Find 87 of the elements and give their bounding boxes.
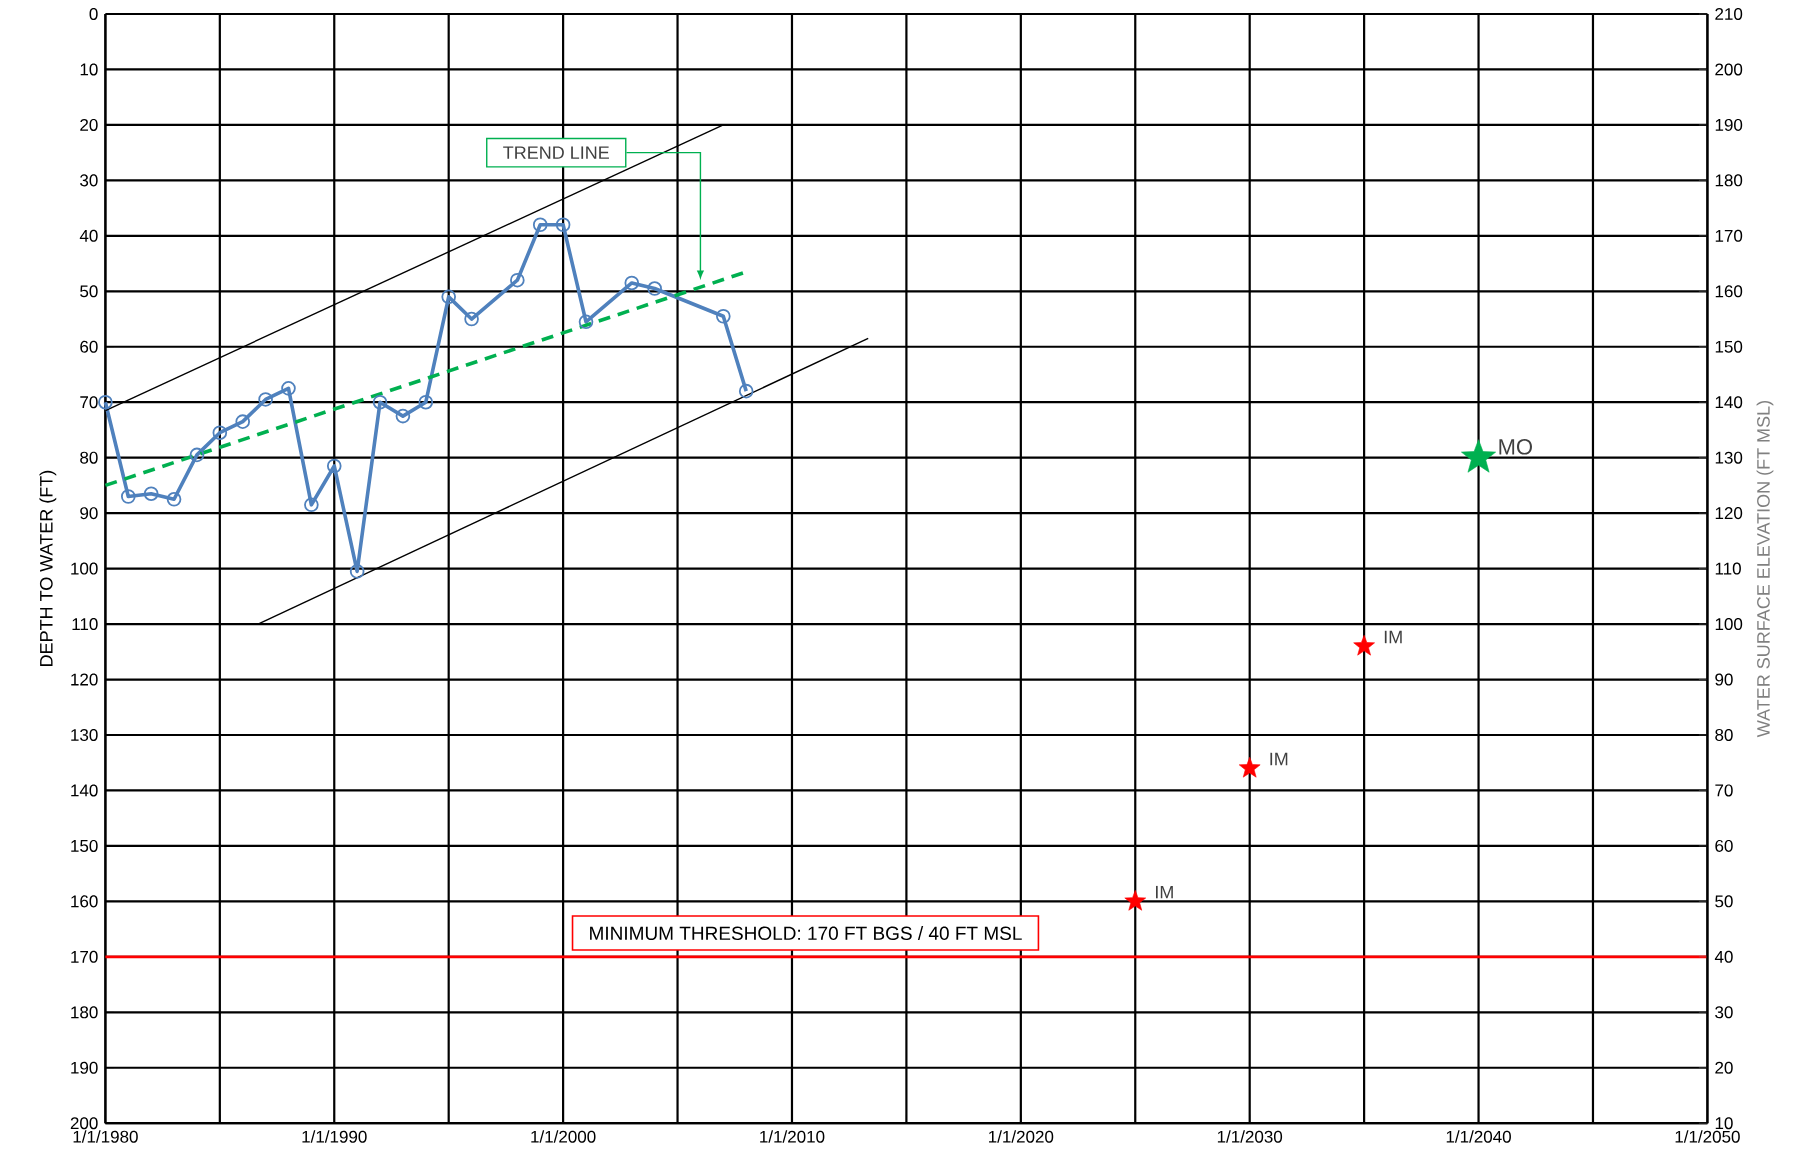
- point: [120, 489, 136, 504]
- point: [510, 272, 525, 288]
- y2-tick-label: 10: [1715, 1117, 1733, 1130]
- y2-tick-label: 50: [1715, 895, 1733, 908]
- annotation: IM: [1270, 752, 1288, 766]
- point: [212, 425, 228, 441]
- y-tick-label: 120: [71, 673, 98, 686]
- y2-tick-label: 20: [1715, 1061, 1733, 1074]
- point: [143, 486, 159, 502]
- y-tick-label: 200: [70, 1117, 98, 1130]
- y-tick-label: 80: [80, 451, 98, 464]
- point: [372, 394, 388, 410]
- y-tick-label: 50: [80, 285, 98, 298]
- y2-tick-label: 170: [1715, 229, 1743, 242]
- point: [395, 408, 411, 424]
- annotation: MO: [1499, 439, 1532, 455]
- y-tick-label: 60: [80, 340, 98, 353]
- y-tick-label: 160: [71, 895, 98, 908]
- y-tick-label: 90: [80, 507, 98, 520]
- ref-line-label: MINIMUM THRESHOLD: 170 FT BGS / 40 FT MSL: [590, 926, 1022, 941]
- point: [258, 392, 273, 407]
- annotation: TREND LINE: [503, 146, 609, 159]
- y2-tick-label: 200: [1715, 63, 1743, 76]
- point: [738, 383, 754, 399]
- y-tick-label: 30: [80, 174, 98, 187]
- point: [166, 491, 182, 507]
- y-tick-label: 20: [80, 118, 98, 131]
- y2-tick-label: 120: [1715, 507, 1743, 520]
- x-tick-label: 1/1/2010: [760, 1130, 825, 1143]
- y2-tick-label: 80: [1715, 728, 1733, 741]
- y-tick-label: 100: [71, 562, 98, 575]
- y-tick-label: 180: [71, 1006, 98, 1019]
- y-tick-label: 40: [79, 229, 98, 242]
- x-tick-label: 1/1/2020: [989, 1130, 1054, 1143]
- point: [189, 447, 205, 463]
- y-tick-label: 0: [89, 7, 98, 20]
- y2-tick-label: 130: [1715, 451, 1743, 464]
- point: [624, 275, 640, 291]
- y2-tick-label: 30: [1715, 1006, 1733, 1019]
- y2-tick-label: 110: [1715, 562, 1741, 575]
- point: [647, 281, 662, 296]
- x-tick-label: 1/1/2050: [1675, 1130, 1740, 1143]
- y2-tick-label: 60: [1715, 839, 1733, 852]
- point: [1124, 890, 1147, 911]
- point: [1353, 634, 1375, 656]
- y2-tick-label: 40: [1714, 950, 1733, 963]
- y2-tick-label: 150: [1715, 340, 1743, 353]
- point: [418, 394, 434, 410]
- y-tick-label: 10: [80, 63, 98, 76]
- y-tick-label: 70: [80, 396, 98, 409]
- point: [578, 314, 594, 330]
- point: [1238, 756, 1261, 778]
- y-tick-label: 190: [71, 1061, 98, 1074]
- point: [98, 394, 113, 410]
- y2-tick-label: 70: [1715, 784, 1733, 797]
- y2-tick-label: 190: [1715, 118, 1743, 131]
- x-tick-label: 1/1/2040: [1446, 1130, 1511, 1143]
- point: [555, 217, 571, 233]
- y2-tick-label: 140: [1715, 396, 1743, 409]
- y2-tick-label: 90: [1715, 673, 1733, 686]
- x-tick-label: 1/1/1980: [73, 1130, 138, 1143]
- point: [281, 381, 296, 396]
- point: [441, 289, 456, 305]
- point: [716, 308, 731, 324]
- x-tick-label: 1/1/2030: [1217, 1130, 1283, 1143]
- point: [532, 217, 548, 233]
- y2-tick-label: 160: [1715, 285, 1743, 298]
- point: [304, 497, 319, 513]
- y-tick-label: 130: [71, 728, 98, 741]
- y-tick-label: 150: [71, 839, 98, 852]
- y-tick-label: 170: [71, 950, 98, 963]
- x-tick-label: 1/1/2000: [531, 1130, 596, 1143]
- y-tick-label: 110: [72, 618, 98, 631]
- point: [1461, 439, 1496, 473]
- point: [326, 458, 342, 474]
- y2-tick-label: 210: [1715, 7, 1743, 20]
- point: [349, 564, 365, 579]
- y2-tick-label: 100: [1715, 618, 1743, 631]
- y-tick-label: 140: [71, 784, 98, 797]
- point: [464, 311, 479, 327]
- x-tick-label: 1/1/1990: [302, 1130, 367, 1143]
- point: [235, 414, 251, 429]
- y-axis-title: DEPTH TO WATER (FT): [39, 470, 57, 666]
- annotation: IM: [1384, 630, 1402, 644]
- annotation: IM: [1155, 885, 1173, 899]
- y2-tick-label: 180: [1715, 174, 1743, 187]
- y2-axis-title: WATER SURFACE ELEVATION (FT MSL): [1756, 401, 1774, 738]
